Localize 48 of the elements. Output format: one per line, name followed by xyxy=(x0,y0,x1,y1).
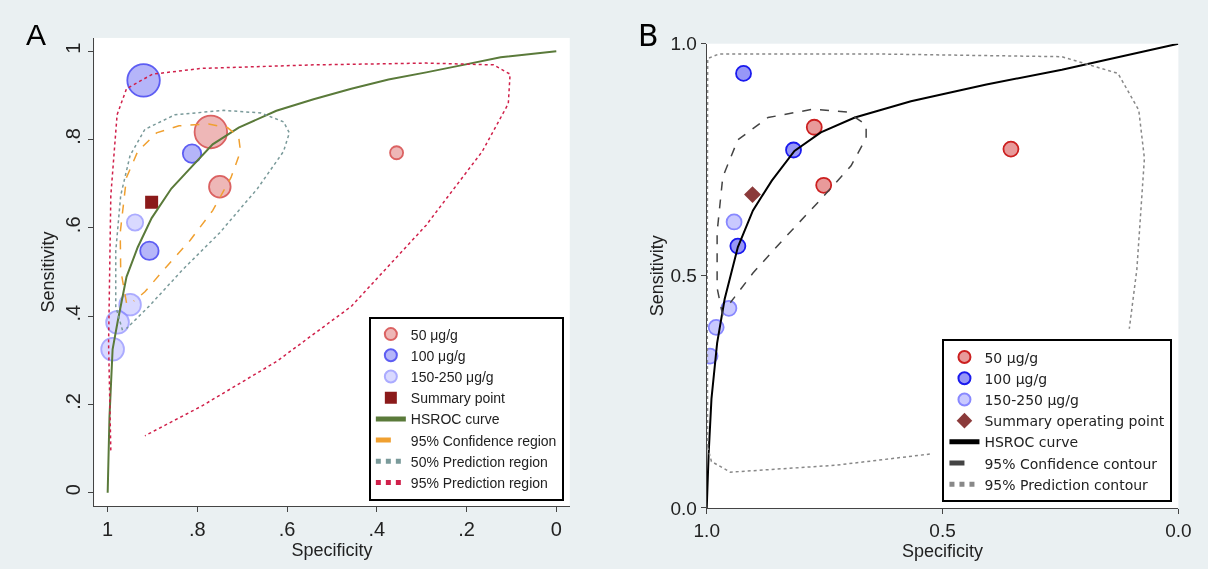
x-tick-label: .8 xyxy=(189,517,206,540)
legend-label: 150-250 μg/g xyxy=(410,368,494,385)
legend-label: 95% Confidence region xyxy=(410,432,557,449)
point xyxy=(815,176,833,194)
y-tick-label: 0 xyxy=(62,484,85,496)
line-series xyxy=(106,50,558,494)
y-axis-title: Sensitivity xyxy=(38,231,59,313)
y-axis-title: Sensitivity xyxy=(646,235,667,317)
legend-label: 50 μg/g xyxy=(410,326,458,343)
point xyxy=(744,186,761,204)
x-tick-label: 0.0 xyxy=(1165,519,1192,541)
x-axis-title: Specificity xyxy=(291,539,373,560)
y-tick-label: .6 xyxy=(62,216,85,234)
line-series xyxy=(716,108,867,317)
chart-title: A xyxy=(26,18,47,51)
legend-label: 95% Prediction contour xyxy=(984,476,1149,493)
legend-label: 100 μg/g xyxy=(984,370,1048,387)
y-tick-label: 1.0 xyxy=(670,33,697,55)
legend-label: HSROC curve xyxy=(984,434,1079,451)
legend-label: HSROC curve xyxy=(410,411,500,428)
y-tick-label: .4 xyxy=(62,304,85,322)
x-tick-label: .4 xyxy=(368,517,386,540)
y-tick-label: 0.5 xyxy=(670,265,697,287)
x-tick-label: .2 xyxy=(458,517,475,540)
y-tick-label: .2 xyxy=(62,393,85,410)
x-tick-label: 1 xyxy=(102,517,114,540)
legend-label: 95% Confidence contour xyxy=(984,455,1158,472)
legend-label: 95% Prediction region xyxy=(410,474,548,491)
point xyxy=(1002,140,1020,158)
legend-label: 50% Prediction region xyxy=(410,453,548,470)
point xyxy=(735,65,752,82)
y-tick-label: 1 xyxy=(62,42,85,54)
x-tick-label: 1.0 xyxy=(693,519,720,541)
legend-label: 100 μg/g xyxy=(410,347,466,364)
legend-label: Summary point xyxy=(410,390,506,407)
x-tick-label: 0 xyxy=(550,517,562,540)
legend-label: 50 μg/g xyxy=(984,349,1039,366)
x-axis-title: Specificity xyxy=(902,540,984,561)
y-tick-label: .8 xyxy=(62,128,85,145)
y-tick-label: 0.0 xyxy=(670,497,697,519)
point xyxy=(805,118,823,136)
x-tick-label: .6 xyxy=(278,517,296,540)
chart-title: B xyxy=(638,18,659,53)
legend-label: 150-250 μg/g xyxy=(984,391,1079,408)
point xyxy=(725,213,743,231)
x-tick-label: 0.5 xyxy=(929,519,956,541)
line-series xyxy=(107,62,511,452)
legend-label: Summary operating point xyxy=(984,413,1165,430)
